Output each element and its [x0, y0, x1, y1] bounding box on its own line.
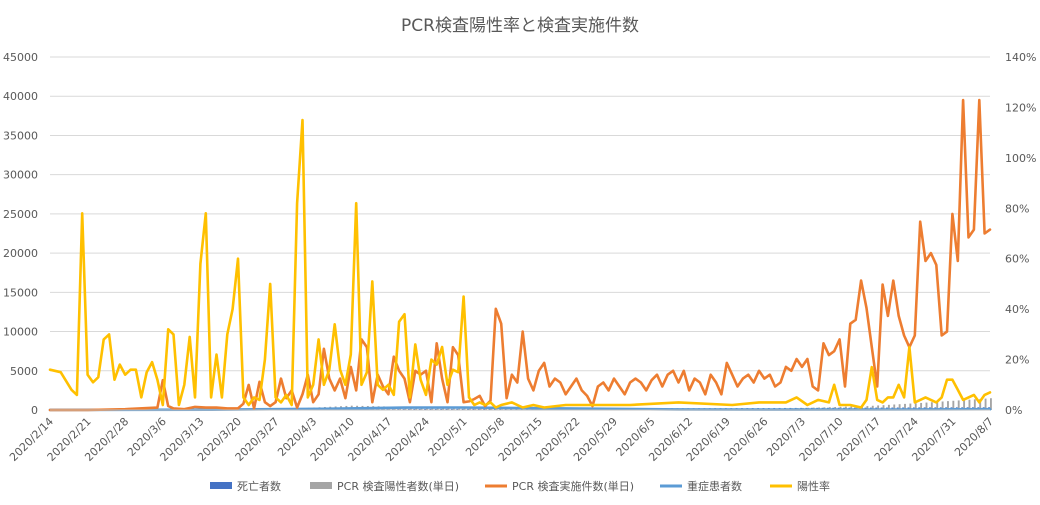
bar-positives [941, 401, 944, 410]
bar-positives [893, 404, 896, 410]
bar-deaths [424, 408, 426, 410]
bar-positives [474, 408, 477, 410]
bar-deaths [510, 408, 512, 410]
bar-deaths [434, 408, 437, 410]
bar-positives [990, 398, 992, 410]
bar-positives [920, 402, 923, 410]
bar-positives [463, 408, 466, 410]
y-left-tick-label: 25000 [3, 208, 38, 221]
y-left-tick-label: 10000 [3, 326, 38, 339]
legend-label: PCR 検査陽性者数(単日) [337, 479, 459, 493]
y-right-tick-label: 80% [1005, 202, 1029, 215]
y-right-tick-label: 60% [1005, 253, 1029, 266]
legend-label: 死亡者数 [237, 479, 281, 493]
bar-positives [452, 408, 455, 410]
bar-deaths [418, 408, 421, 410]
bar-positives [898, 404, 901, 410]
bar-deaths [477, 408, 480, 410]
bar-positives [925, 402, 928, 410]
bar-positives [914, 403, 917, 410]
bar-positives [979, 398, 982, 410]
legend-label: PCR 検査実施件数(単日) [512, 479, 634, 493]
bar-deaths [440, 408, 443, 410]
bar-positives [855, 406, 858, 410]
y-left-tick-label: 45000 [3, 51, 38, 64]
bar-positives [479, 408, 482, 410]
series-line-positive-rate [48, 118, 992, 409]
bar-positives [909, 403, 912, 410]
y-left-tick-label: 40000 [3, 90, 38, 103]
legend-label: 陽性率 [797, 479, 830, 493]
bar-positives [447, 408, 450, 410]
bar-positives [442, 407, 444, 410]
bar-deaths [504, 408, 507, 410]
bar-positives [490, 408, 493, 410]
bar-positives [866, 406, 869, 410]
bar-deaths [520, 408, 523, 410]
bar-deaths [515, 408, 518, 410]
bar-positives [877, 405, 880, 410]
y-right-tick-label: 140% [1005, 51, 1036, 64]
bar-deaths [488, 408, 491, 410]
bar-deaths [445, 408, 448, 410]
bar-deaths [472, 408, 475, 410]
bar-positives [871, 405, 874, 410]
bar-positives [952, 400, 955, 410]
line-series [48, 98, 992, 412]
y-axis-left: 0 5000 10000 15000 20000 25000 30000 35000 40000… [3, 51, 38, 417]
bar-positives [904, 403, 906, 410]
legend-label: 重症患者数 [687, 479, 742, 493]
y-left-tick-label: 20000 [3, 247, 38, 260]
y-left-tick-label: 5000 [10, 365, 38, 378]
chart-title: PCR検査陽性率と検査実施件数 [401, 16, 639, 36]
y-right-tick-label: 120% [1005, 101, 1036, 114]
legend-swatch [210, 482, 232, 489]
series-line-tests [48, 98, 992, 412]
bar-deaths [429, 408, 432, 410]
bar-positives [963, 400, 966, 410]
y-left-tick-label: 30000 [3, 169, 38, 182]
bar-positives [968, 399, 971, 410]
bar-positives [936, 401, 939, 410]
y-left-tick-label: 35000 [3, 129, 38, 142]
bar-positives [436, 407, 439, 410]
legend-swatch [310, 482, 332, 489]
bar-positives [882, 405, 885, 410]
bar-positives [984, 398, 987, 410]
bar-positives [947, 401, 949, 410]
bar-deaths [467, 408, 469, 410]
bar-deaths [483, 408, 486, 410]
y-right-tick-label: 40% [1005, 303, 1029, 316]
bar-positives [973, 399, 976, 410]
x-axis: 2020/2/142020/2/212020/2/282020/3/62020/… [7, 409, 996, 464]
bar-positives [887, 404, 890, 410]
y-right-tick-label: 20% [1005, 354, 1029, 367]
bar-deaths [450, 408, 453, 410]
bar-positives [485, 408, 487, 410]
bar-deaths [456, 408, 459, 410]
bar-positives [957, 400, 960, 410]
bar-positives [468, 408, 471, 410]
y-right-tick-label: 100% [1005, 152, 1036, 165]
bar-deaths [461, 408, 464, 410]
y-left-tick-label: 15000 [3, 286, 38, 299]
x-tick-label: 2020/5/1 [426, 415, 470, 459]
legend: 死亡者数 PCR 検査陽性者数(単日) PCR 検査実施件数(単日) 重症患者数 陽性率 [210, 479, 830, 493]
bar-positives [458, 408, 461, 410]
y-right-tick-label: 0% [1005, 404, 1022, 417]
bar-deaths [499, 408, 502, 410]
x-tick-label: 2020/8/7 [952, 415, 996, 459]
y-left-tick-label: 0 [31, 404, 38, 417]
bar-deaths [493, 408, 496, 410]
bar-positives [930, 402, 933, 410]
y-axis-right: 0% 20% 40% 60% 80% 100% 120% 140% [1005, 51, 1036, 417]
